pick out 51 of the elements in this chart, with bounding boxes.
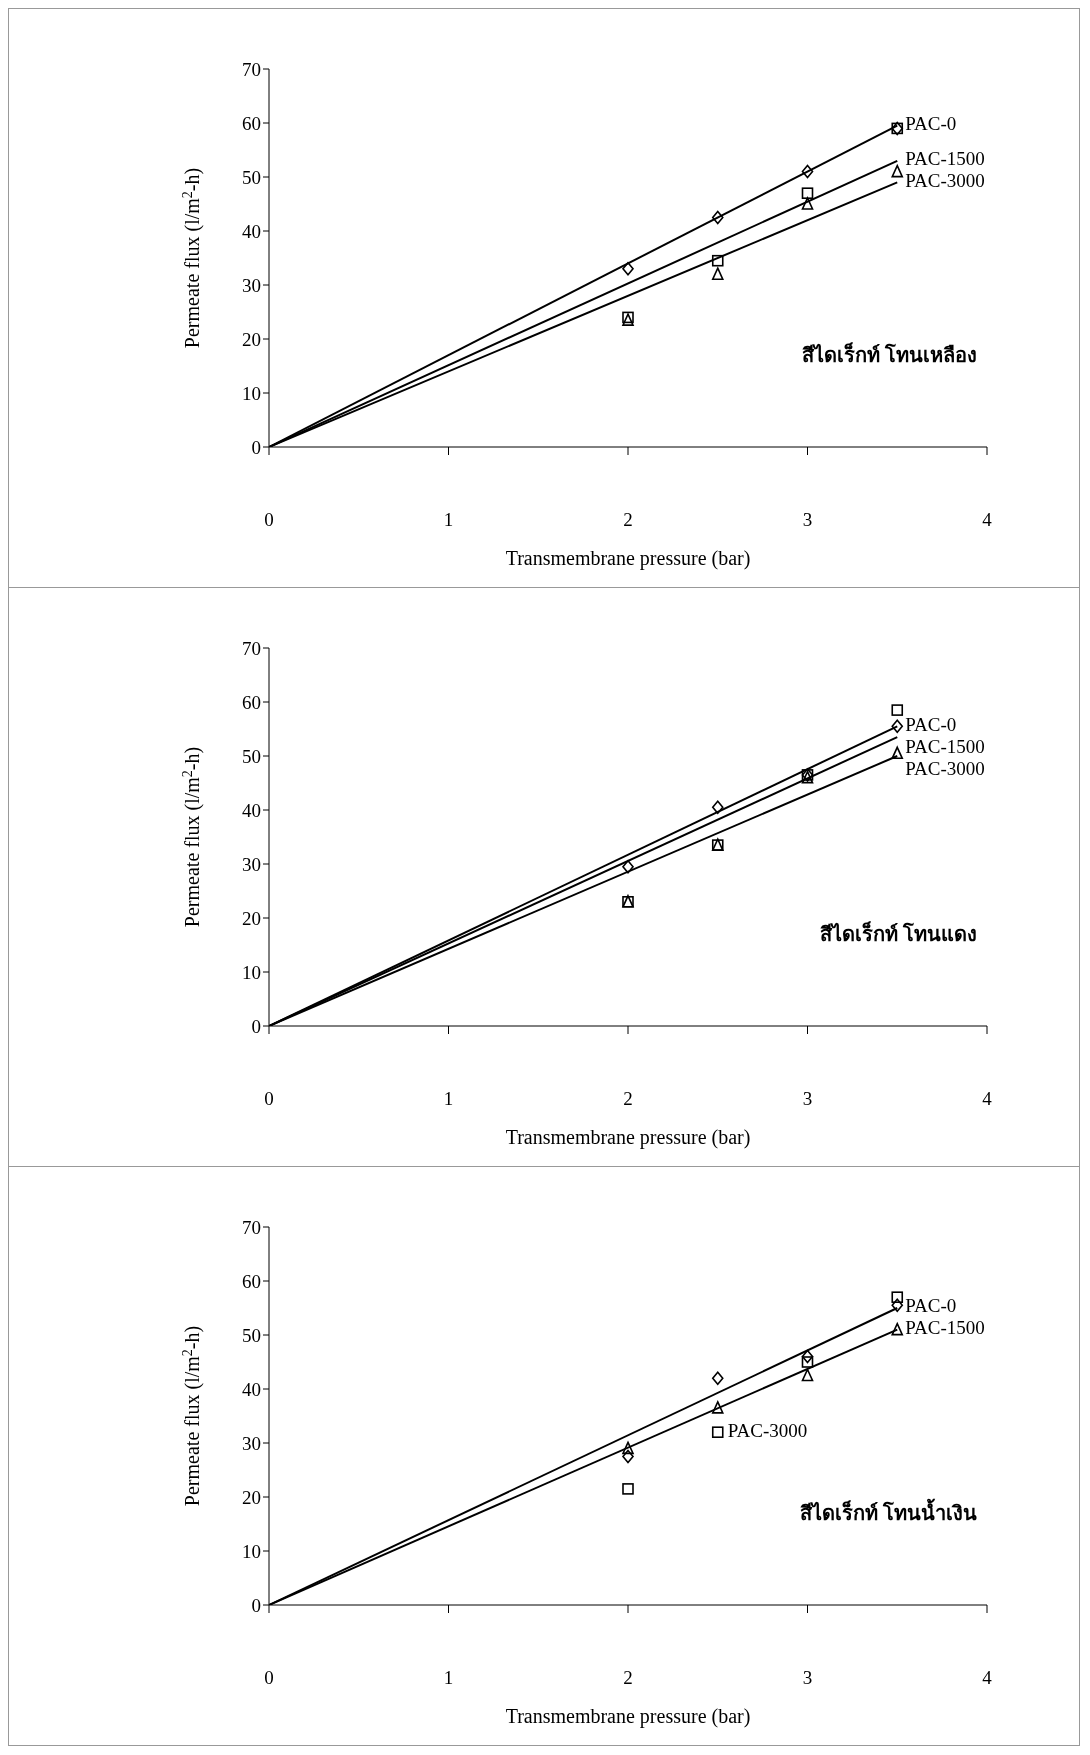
y-tick-label: 0 — [251, 1594, 261, 1616]
y-tick-label: 30 — [242, 853, 261, 875]
series-label: PAC-3000 — [727, 1419, 808, 1441]
x-axis-title: Transmembrane pressure (bar) — [505, 547, 751, 570]
y-tick-label: 60 — [242, 691, 261, 713]
x-tick-label: 1 — [443, 509, 454, 531]
x-tick-label: 2 — [623, 1667, 633, 1689]
series-label: PAC-3000 — [905, 170, 985, 192]
y-tick-label: 0 — [251, 436, 261, 458]
x-tick-label: 3 — [802, 509, 813, 531]
series-label: PAC-0 — [905, 713, 957, 735]
y-tick-label: 30 — [242, 274, 261, 296]
y-tick-label: 60 — [242, 1270, 261, 1292]
y-tick-label: 20 — [242, 1486, 261, 1508]
annotation: สีไดเร็กท์ โทนน้ำเงิน — [800, 1497, 977, 1526]
y-tick-label: 40 — [242, 220, 261, 242]
x-tick-label: 4 — [982, 509, 993, 531]
y-tick-label: 60 — [242, 112, 261, 134]
y-tick-label: 50 — [242, 1324, 261, 1346]
y-tick-label: 20 — [242, 328, 261, 350]
series-label: PAC-1500 — [905, 1317, 985, 1339]
y-tick-label: 0 — [251, 1015, 261, 1037]
series-label: PAC-3000 — [905, 757, 985, 779]
x-tick-label: 4 — [982, 1088, 993, 1110]
x-tick-label: 2 — [623, 509, 633, 531]
y-tick-label: 10 — [242, 1540, 261, 1562]
y-tick-label: 10 — [242, 961, 261, 983]
y-tick-label: 30 — [242, 1432, 261, 1454]
x-tick-label: 4 — [982, 1667, 993, 1689]
x-axis-title: Transmembrane pressure (bar) — [505, 1705, 751, 1728]
series-label: PAC-0 — [905, 113, 957, 135]
y-tick-label: 50 — [242, 166, 261, 188]
x-tick-label: 3 — [802, 1088, 813, 1110]
series-label: PAC-1500 — [905, 148, 985, 170]
annotation: สีไดเร็กท์ โทนเหลือง — [802, 341, 977, 368]
y-tick-label: 70 — [242, 1216, 261, 1238]
x-axis-title: Transmembrane pressure (bar) — [505, 1126, 751, 1149]
series-label: PAC-0 — [905, 1295, 957, 1317]
y-tick-label: 40 — [242, 799, 261, 821]
y-tick-label: 70 — [242, 637, 261, 659]
x-tick-label: 2 — [623, 1088, 633, 1110]
y-tick-label: 20 — [242, 907, 261, 929]
x-tick-label: 1 — [443, 1667, 454, 1689]
y-tick-label: 70 — [242, 58, 261, 80]
series-label: PAC-1500 — [905, 735, 985, 757]
annotation: สีไดเร็กท์ โทนแดง — [820, 920, 977, 947]
y-tick-label: 50 — [242, 745, 261, 767]
x-tick-label: 3 — [802, 1667, 813, 1689]
x-tick-label: 1 — [443, 1088, 454, 1110]
y-tick-label: 10 — [242, 382, 261, 404]
y-tick-label: 40 — [242, 1378, 261, 1400]
